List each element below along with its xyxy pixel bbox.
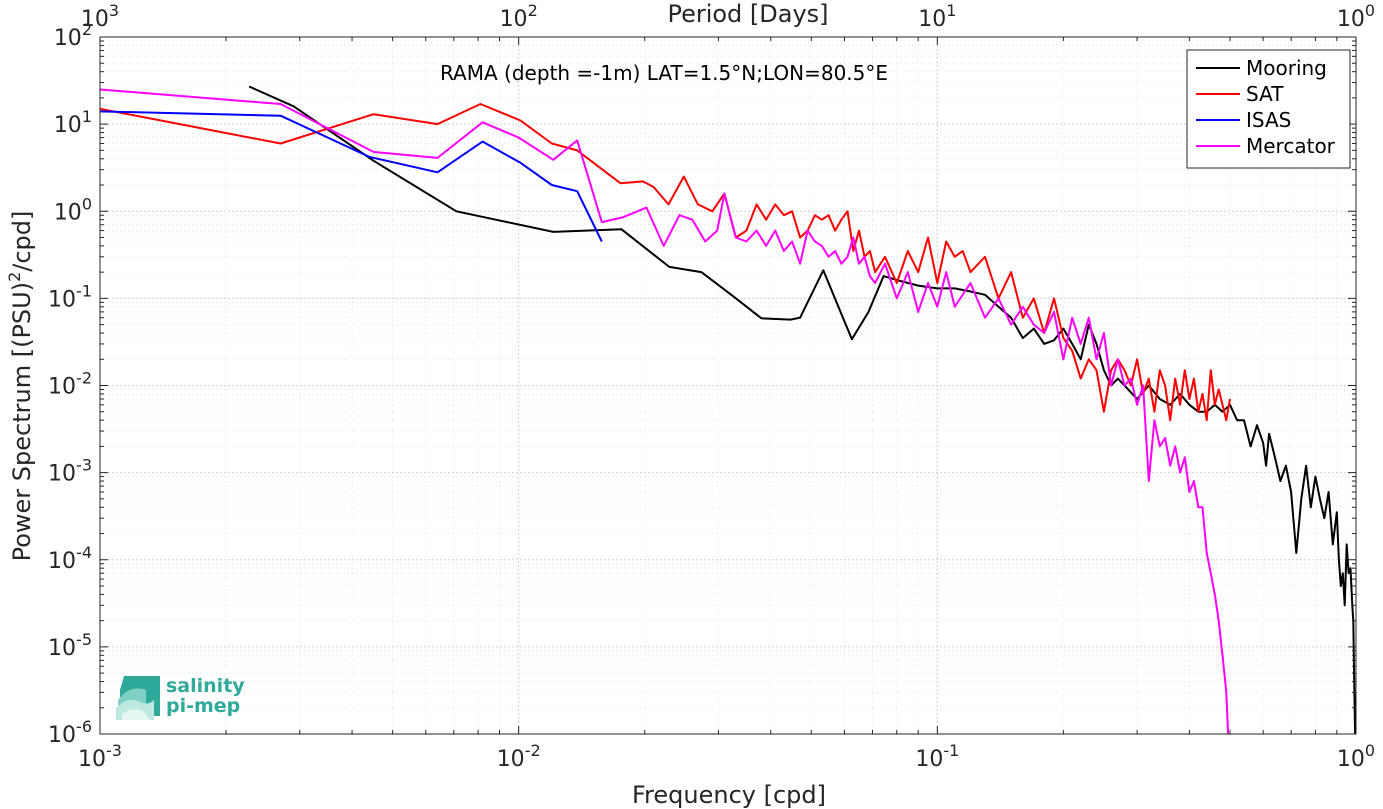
logo-line2: pi-mep [166,695,240,717]
series-line-sat [99,103,1231,422]
series-line-mercator [99,88,1230,735]
logo-line1: salinity [166,675,245,697]
y-tick-label: 101 [54,107,92,138]
chart-title: RAMA (depth =-1m) LAT=1.5°N;LON=80.5°E [440,61,888,85]
legend-label-mercator: Mercator [1246,134,1336,158]
y-tick-label: 102 [54,20,92,51]
legend-label-isas: ISAS [1246,108,1291,132]
series-layer [99,85,1357,735]
x-tick-label: 10-1 [915,741,959,772]
x-tick-label: 10-3 [78,741,122,772]
salinity-pi-mep-logo: salinity pi-mep [116,675,245,720]
series-line-isas [99,110,603,242]
y-tick-label: 100 [54,194,92,225]
top-tick-label: 103 [81,1,119,32]
y-tick-label: 10-6 [48,717,92,748]
top-tick-label: 100 [1337,1,1375,32]
legend-label-mooring: Mooring [1246,56,1327,80]
legend-box [1186,49,1351,169]
logo-waves-icon [116,676,160,720]
top-tick-label: 101 [918,1,956,32]
y-tick-label: 10-5 [48,630,92,661]
y-tick-label: 10-1 [48,281,92,312]
x-tick-label: 10-2 [497,741,541,772]
y-tick-label: 10-4 [48,543,92,574]
top-x-axis-label: Period [Days] [667,0,828,28]
top-tick-label: 102 [500,1,538,32]
series-line-mooring [248,85,1357,735]
x-tick-label: 100 [1337,741,1375,772]
y-tick-label: 10-2 [48,369,92,400]
x-axis-label: Frequency [cpd] [632,781,826,809]
y-tick-label: 10-3 [48,456,92,487]
legend-label-sat: SAT [1246,82,1284,106]
y-axis-label: Power Spectrum [(PSU)2/cpd] [5,211,36,562]
